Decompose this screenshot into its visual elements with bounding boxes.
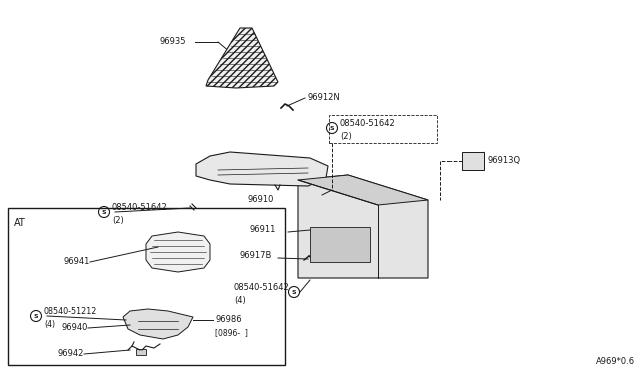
Text: 08540-51212: 08540-51212 [44,308,97,317]
Polygon shape [206,28,278,88]
Text: 96942: 96942 [58,350,84,359]
Text: (4): (4) [44,320,55,328]
Text: 96941: 96941 [63,257,90,266]
Text: 96986: 96986 [215,315,242,324]
Text: 96910: 96910 [248,196,275,205]
Bar [136,349,146,355]
Bar [310,227,370,262]
Text: 96917B: 96917B [240,251,273,260]
Text: 96912N: 96912N [307,93,340,103]
Text: S: S [102,209,106,215]
Text: S: S [330,125,334,131]
Text: 96911: 96911 [250,225,276,234]
Text: 08540-51642: 08540-51642 [234,282,290,292]
Text: 96940: 96940 [61,324,88,333]
Text: [0896-  ]: [0896- ] [215,328,248,337]
Polygon shape [196,152,328,186]
Polygon shape [298,175,428,205]
Text: 08540-51642: 08540-51642 [112,203,168,212]
Text: S: S [292,289,296,295]
Text: AT: AT [14,218,26,228]
Text: 08540-51642: 08540-51642 [340,119,396,128]
Text: (4): (4) [234,295,246,305]
Text: (2): (2) [112,215,124,224]
Bar [462,152,484,170]
Bar [329,115,437,143]
Text: S: S [34,314,38,318]
Polygon shape [123,309,193,339]
Text: (2): (2) [340,131,352,141]
Text: 96913Q: 96913Q [488,157,521,166]
Bar [8,208,285,365]
Polygon shape [146,232,210,272]
Text: A969*0.6: A969*0.6 [596,357,635,366]
Text: 96935: 96935 [160,38,186,46]
Polygon shape [298,175,428,278]
